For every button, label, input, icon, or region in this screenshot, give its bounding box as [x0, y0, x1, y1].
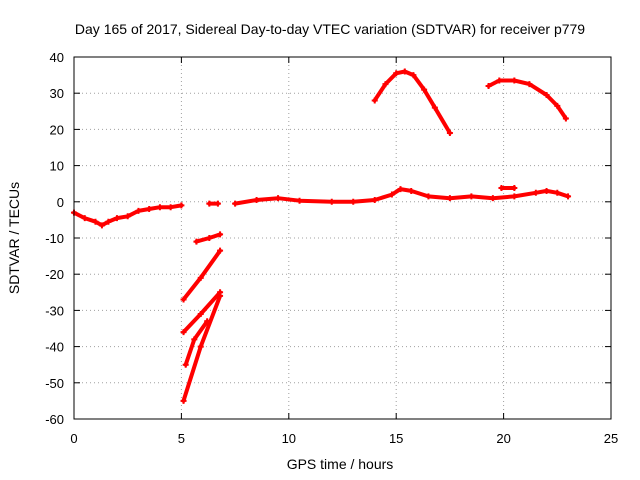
data-point: [498, 185, 505, 192]
data-point: [410, 72, 417, 79]
chart-title: Day 165 of 2017, Sidereal Day-to-day VTE…: [75, 21, 585, 37]
data-point: [565, 193, 572, 200]
data-point: [275, 195, 282, 202]
data-point: [197, 311, 204, 318]
data-point: [397, 186, 404, 193]
data-point: [446, 195, 453, 202]
data-point: [217, 292, 224, 299]
data-point: [113, 215, 120, 222]
data-point: [543, 187, 550, 194]
data-point: [135, 207, 142, 214]
data-point: [197, 343, 204, 350]
data-point: [446, 130, 453, 137]
x-tick-label: 5: [178, 431, 185, 446]
data-point: [180, 329, 187, 336]
y-tick-label: 0: [57, 195, 64, 210]
data-point: [496, 77, 503, 84]
data-point: [350, 198, 357, 205]
data-point: [92, 218, 99, 225]
data-point: [421, 86, 428, 93]
data-point: [81, 215, 88, 222]
data-point: [382, 81, 389, 88]
y-tick-label: -50: [45, 376, 64, 391]
data-point: [217, 231, 224, 238]
axis-ticks: [73, 56, 612, 420]
y-axis-label: SDTVAR / TECUs: [6, 182, 22, 294]
data-point: [214, 200, 221, 207]
data-point: [468, 193, 475, 200]
y-tick-label: 40: [50, 50, 64, 65]
data-point: [167, 204, 174, 211]
data-point: [371, 97, 378, 104]
data-point: [206, 200, 213, 207]
tick-labels: 0 5 10 15 20 25 -60 -50 -40 -30 -20 -10 0 10 20 30 40: [45, 50, 618, 446]
series-layer: [71, 68, 572, 404]
data-point: [401, 68, 408, 75]
data-point: [217, 247, 224, 254]
x-axis-label: GPS time / hours: [287, 456, 394, 472]
data-point: [98, 222, 105, 229]
data-point: [393, 70, 400, 77]
data-point: [371, 196, 378, 203]
data-point: [543, 92, 550, 99]
data-point: [485, 82, 492, 89]
y-tick-label: 30: [50, 86, 64, 101]
data-point: [388, 191, 395, 198]
data-point: [554, 189, 561, 196]
data-point: [191, 336, 198, 343]
data-point: [197, 274, 204, 281]
x-tick-label: 25: [604, 431, 618, 446]
data-point: [296, 197, 303, 204]
series-drop-b: [181, 248, 223, 302]
x-tick-label: 0: [70, 431, 77, 446]
data-point: [431, 104, 438, 111]
series-arc-20: [486, 78, 568, 121]
data-point: [562, 115, 569, 122]
data-point: [511, 193, 518, 200]
y-tick-label: 20: [50, 122, 64, 137]
data-point: [180, 296, 187, 303]
data-point: [206, 235, 213, 241]
y-tick-label: 10: [50, 159, 64, 174]
data-point: [408, 187, 415, 194]
data-point: [511, 185, 518, 192]
data-point: [156, 204, 163, 211]
x-tick-label: 10: [282, 431, 296, 446]
data-point: [425, 193, 432, 200]
data-point: [511, 77, 518, 84]
data-point: [124, 213, 131, 220]
x-tick-label: 15: [389, 431, 403, 446]
y-tick-label: -60: [45, 412, 64, 427]
series-arc-15: [372, 69, 452, 135]
data-point: [554, 102, 561, 109]
data-point: [146, 206, 153, 213]
data-point: [105, 218, 112, 225]
data-point: [178, 202, 185, 209]
data-point: [253, 196, 260, 203]
data-point: [526, 81, 533, 88]
data-point: [182, 361, 189, 368]
data-point: [193, 238, 200, 245]
data-point: [232, 200, 239, 207]
data-point: [328, 198, 335, 205]
y-tick-label: -40: [45, 340, 64, 355]
data-point: [180, 397, 187, 404]
y-tick-label: -10: [45, 231, 64, 246]
data-point: [489, 195, 496, 202]
y-tick-label: -30: [45, 303, 64, 318]
grid: [74, 57, 611, 419]
data-point: [532, 189, 539, 196]
x-tick-label: 20: [496, 431, 510, 446]
y-tick-label: -20: [45, 267, 64, 282]
